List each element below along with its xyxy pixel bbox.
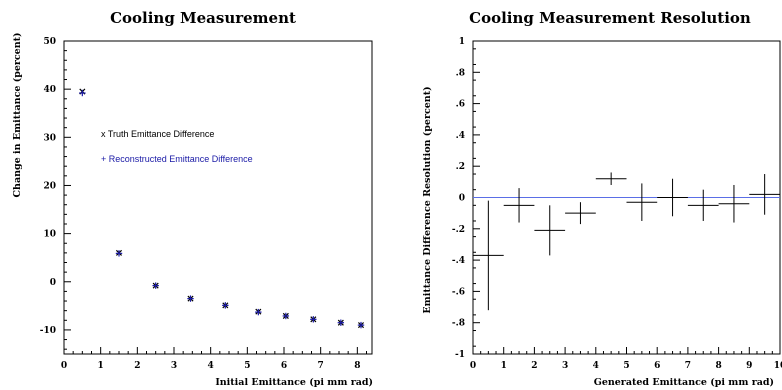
y-tick-label: 1 xyxy=(459,37,465,47)
x-tick-label: 3 xyxy=(171,361,177,371)
y-tick-label: -.4 xyxy=(452,256,465,266)
x-tick-label: 2 xyxy=(134,361,140,371)
x-tick-label: 8 xyxy=(715,361,721,371)
y-tick-label: 20 xyxy=(43,181,56,191)
resolution-point xyxy=(473,200,504,311)
x-tick-label: 4 xyxy=(208,361,214,371)
y-tick-label: 40 xyxy=(43,85,56,95)
x-tick-label: 7 xyxy=(685,361,691,371)
resolution-point xyxy=(565,202,596,225)
chart-title: Cooling Measurement xyxy=(110,9,296,27)
y-tick-label: .2 xyxy=(456,162,465,172)
reconstructed-point xyxy=(222,302,229,309)
x-tick-label: 9 xyxy=(746,361,752,371)
legend: x Truth Emittance Difference + Reconstru… xyxy=(101,129,253,164)
y-tick-label: -.2 xyxy=(452,225,465,235)
reconstructed-point xyxy=(357,321,365,329)
reconstructed-point xyxy=(79,89,86,97)
y-tick-label: -.6 xyxy=(452,287,465,297)
y-tick-label: 10 xyxy=(43,230,56,240)
y-tick-label: 30 xyxy=(43,133,56,143)
legend-entry-truth: x Truth Emittance Difference xyxy=(101,129,214,139)
chart-title: Cooling Measurement Resolution xyxy=(469,9,751,27)
resolution-point xyxy=(503,188,535,223)
x-tick-label: 7 xyxy=(318,361,324,371)
legend-entry-reconstructed: + Reconstructed Emittance Difference xyxy=(101,154,253,164)
y-tick-label: -10 xyxy=(40,326,56,336)
y-tick-label: .6 xyxy=(456,100,465,110)
x-tick-label: 0 xyxy=(61,361,67,371)
x-tick-label: 3 xyxy=(562,361,568,371)
x-tick-label: 6 xyxy=(281,361,287,371)
x-tick-label: 5 xyxy=(244,361,250,371)
y-tick-label: .4 xyxy=(456,131,465,141)
x-tick-label: 0 xyxy=(470,361,476,371)
x-tick-label: 10 xyxy=(774,361,782,371)
x-tick-label: 1 xyxy=(501,361,507,371)
y-tick-label: -1 xyxy=(455,350,465,360)
y-tick-label: -.8 xyxy=(452,319,465,329)
reconstructed-point xyxy=(255,308,262,316)
y-tick-label: .8 xyxy=(456,68,465,78)
resolution-point xyxy=(657,178,688,217)
x-axis-label: Initial Emittance (pi mm rad) xyxy=(215,377,373,388)
resolution-point xyxy=(718,184,750,223)
y-tick-label: 50 xyxy=(43,37,56,47)
x-tick-label: 1 xyxy=(98,361,104,371)
resolution-point xyxy=(687,189,719,221)
x-tick-label: 6 xyxy=(654,361,660,371)
y-tick-label: 0 xyxy=(50,278,56,288)
x-tick-label: 8 xyxy=(354,361,360,371)
plot-frame xyxy=(63,40,373,355)
cooling-resolution-panel: Cooling Measurement Resolution Generated… xyxy=(422,9,782,388)
resolution-point xyxy=(626,183,658,221)
cooling-measurement-panel: Cooling Measurement Initial Emittance (p… xyxy=(12,9,373,388)
resolution-point xyxy=(534,205,566,256)
x-tick-label: 4 xyxy=(593,361,599,371)
y-axis-label: Change in Emittance (percent) xyxy=(12,32,23,197)
resolution-point xyxy=(749,174,780,215)
y-tick-label: 0 xyxy=(459,194,465,204)
x-tick-label: 5 xyxy=(623,361,629,371)
reconstructed-point xyxy=(282,312,290,320)
reconstructed-point xyxy=(187,295,194,302)
resolution-point xyxy=(595,172,627,185)
x-axis-label: Generated Emittance (pi mm rad) xyxy=(594,377,774,388)
y-axis-label: Emittance Difference Resolution (percent… xyxy=(422,86,433,313)
reconstructed-point xyxy=(152,282,159,289)
x-tick-label: 2 xyxy=(531,361,537,371)
reconstructed-point xyxy=(337,319,345,326)
reconstructed-point xyxy=(115,250,123,257)
reconstructed-point xyxy=(310,316,317,323)
